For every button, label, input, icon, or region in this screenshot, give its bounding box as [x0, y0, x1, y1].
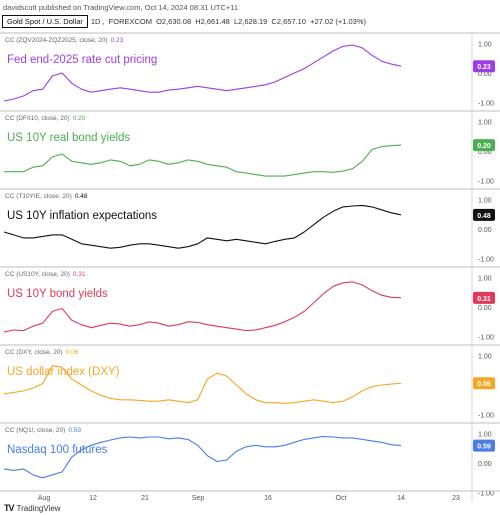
y-tick-label: 0.00 — [478, 305, 492, 312]
panel-title: US 10Y bond yields — [7, 288, 108, 300]
publisher-line: davidscutt published on TradingView.com,… — [3, 3, 239, 12]
indicator-legend-value: 0.31 — [73, 271, 86, 278]
tradingview-logo[interactable]: TV TradingView — [4, 503, 61, 513]
tradingview-logo-text: TradingView — [16, 503, 61, 513]
last-value-label: 0.06 — [477, 381, 491, 388]
indicator-legend: CC (DXY, close, 20) 0.06 — [5, 349, 79, 356]
indicator-legend-value: 0.23 — [111, 37, 124, 44]
y-tick-label: 1.00 — [478, 41, 492, 48]
panel-title: US 10Y real bond yields — [7, 132, 130, 144]
x-tick-label: 14 — [397, 495, 405, 502]
x-tick-label: 16 — [264, 495, 272, 502]
y-tick-label: -1.00 — [478, 335, 494, 342]
y-tick-label: 0.00 — [478, 461, 492, 468]
symbol-name[interactable]: Gold Spot / U.S. Dollar — [2, 14, 88, 28]
x-tick-label: Sep — [192, 495, 205, 502]
high-value: H2,661.48 — [195, 16, 230, 26]
symbol-header: Gold Spot / U.S. Dollar 1D, FOREXCOM O2,… — [2, 12, 368, 30]
interval-label[interactable]: 1D — [90, 16, 101, 26]
tradingview-logo-icon: TV — [4, 503, 14, 513]
last-value-badge — [473, 60, 495, 73]
panel-title: Nasdaq 100 futures — [7, 444, 108, 456]
ohlc-readout: 1D, FOREXCOM O2,630.08 H2,661.48 L2,628.… — [90, 16, 366, 26]
last-value-badge — [473, 291, 495, 304]
y-tick-label: -1.00 — [478, 179, 494, 186]
change-value: +27.02 (+1.03%) — [310, 16, 366, 26]
y-tick-label: 1.00 — [478, 119, 492, 126]
series-line — [3, 44, 402, 102]
indicator-legend: CC (T10YIE, close, 20) 0.48 — [5, 193, 88, 200]
panel-title: US 10Y inflation expectations — [7, 210, 157, 222]
y-tick-label: -1.00 — [478, 101, 494, 108]
last-value-badge — [473, 377, 495, 390]
panel-title: Fed end-2025 rate cut pricing — [7, 54, 157, 66]
y-tick-label: -1.00 — [478, 257, 494, 264]
last-value-label: 0.59 — [477, 444, 491, 451]
y-tick-label: -1.00 — [478, 413, 494, 420]
series-line — [3, 281, 402, 333]
close-value: C2,657.10 — [271, 16, 307, 26]
last-value-label: 0.31 — [477, 296, 491, 303]
x-tick-label: Oct — [336, 495, 347, 502]
x-tick-label: 12 — [89, 495, 97, 502]
last-value-badge — [473, 439, 495, 452]
indicator-legend-value: 0.59 — [68, 427, 81, 434]
panel-title: US dollar index (DXY) — [7, 366, 120, 378]
indicator-legend: CC (DFII10, close, 20) 0.20 — [5, 115, 86, 122]
indicator-legend-value: 0.48 — [75, 193, 88, 200]
y-tick-label: -1.00 — [478, 491, 494, 498]
indicator-legend: CC (NQ1!, close, 20) 0.59 — [5, 427, 81, 434]
x-tick-label: 21 — [141, 495, 149, 502]
indicator-legend: CC (US10Y, close, 20) 0.31 — [5, 271, 86, 278]
last-value-label: 0.23 — [477, 64, 491, 71]
x-tick-label: 23 — [452, 495, 460, 502]
open-value: O2,630.08 — [156, 16, 192, 26]
series-line — [4, 144, 402, 177]
last-value-label: 0.48 — [477, 213, 491, 220]
y-tick-label: 1.00 — [478, 353, 492, 360]
y-tick-label: 1.00 — [478, 431, 492, 438]
y-tick-label: 0.00 — [478, 149, 492, 156]
indicator-legend: CC (ZQV2024-ZQZ2025, close, 20) 0.23 — [5, 37, 124, 44]
indicator-legend-value: 0.06 — [66, 349, 79, 356]
exchange-label: FOREXCOM — [108, 16, 152, 26]
y-tick-label: 1.00 — [478, 275, 492, 282]
last-value-badge — [473, 139, 495, 152]
series-line — [3, 204, 402, 249]
y-tick-label: 1.00 — [478, 197, 492, 204]
series-line — [3, 435, 402, 479]
indicator-legend-value: 0.20 — [73, 115, 86, 122]
x-tick-label: Aug — [38, 495, 51, 502]
y-tick-label: 0.00 — [478, 227, 492, 234]
last-value-label: 0.20 — [477, 143, 491, 150]
y-tick-label: 0.00 — [478, 71, 492, 78]
last-value-badge — [473, 208, 495, 221]
low-value: L2,628.19 — [233, 16, 268, 26]
series-line — [3, 365, 402, 404]
